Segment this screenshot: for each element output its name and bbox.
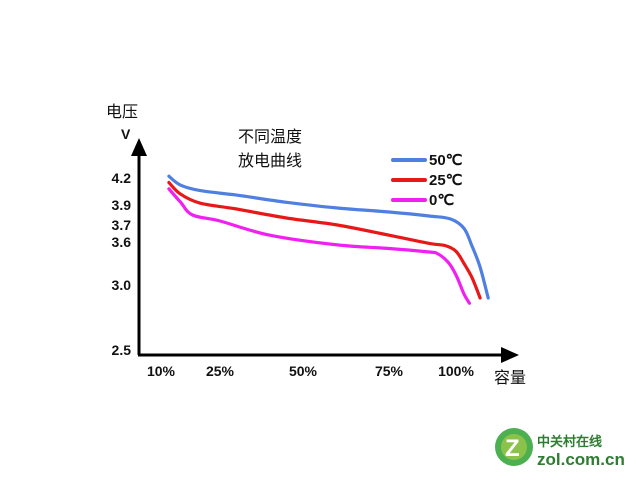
zol-brand-cn: 中关村在线 bbox=[537, 434, 602, 450]
y-tick-label: 3.7 bbox=[112, 217, 132, 233]
x-axis-arrow bbox=[501, 347, 519, 363]
legend-label-2: 0℃ bbox=[429, 192, 454, 209]
chart-title-line-2: 放电曲线 bbox=[238, 151, 302, 170]
x-tick-label: 10% bbox=[147, 363, 176, 379]
y-tick-labels: 4.2 3.9 3.73.6 3.0 2.5 bbox=[112, 170, 132, 358]
series-line-0 bbox=[167, 174, 490, 300]
y-tick-label: 3.0 bbox=[112, 277, 132, 293]
y-axis-label: 电压 bbox=[106, 102, 138, 121]
x-tick-label: 75% bbox=[375, 363, 404, 379]
legend-label-0: 50℃ bbox=[429, 152, 463, 169]
legend-label-1: 25℃ bbox=[429, 172, 463, 189]
y-tick-label: 2.5 bbox=[112, 342, 132, 358]
series-line-2 bbox=[167, 187, 471, 305]
zol-brand-en: zol.com.cn bbox=[537, 450, 625, 469]
x-tick-label: 100% bbox=[438, 363, 474, 379]
y-tick-label: 4.2 bbox=[112, 170, 132, 186]
legend: 50℃ 25℃ 0℃ bbox=[391, 152, 463, 209]
zol-logo-inner-icon bbox=[501, 434, 527, 460]
x-tick-label: 25% bbox=[206, 363, 235, 379]
zol-logo-letter: Z bbox=[505, 435, 520, 462]
y-tick-label: 3.6 bbox=[112, 234, 132, 250]
zol-watermark: Z 中关村在线 zol.com.cn bbox=[495, 428, 625, 469]
y-tick-label: 3.9 bbox=[112, 197, 132, 213]
x-axis-label: 容量 bbox=[494, 368, 526, 387]
x-tick-labels: 10% 25% 50% 75% 100% bbox=[147, 363, 474, 379]
y-axis-arrow bbox=[131, 138, 147, 156]
chart-title-line-1: 不同温度 bbox=[238, 127, 302, 146]
series-lines bbox=[167, 174, 490, 305]
x-tick-label: 50% bbox=[289, 363, 318, 379]
y-axis-unit: V bbox=[121, 126, 131, 142]
series-line-1 bbox=[167, 180, 482, 300]
